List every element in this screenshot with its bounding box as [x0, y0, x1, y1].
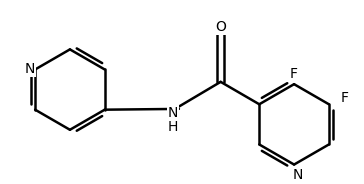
Text: N: N [167, 106, 178, 120]
Text: F: F [340, 91, 348, 105]
Text: N: N [293, 168, 303, 182]
Text: N: N [25, 63, 35, 77]
Text: O: O [215, 20, 226, 34]
Text: H: H [167, 120, 178, 134]
Text: F: F [290, 67, 298, 81]
